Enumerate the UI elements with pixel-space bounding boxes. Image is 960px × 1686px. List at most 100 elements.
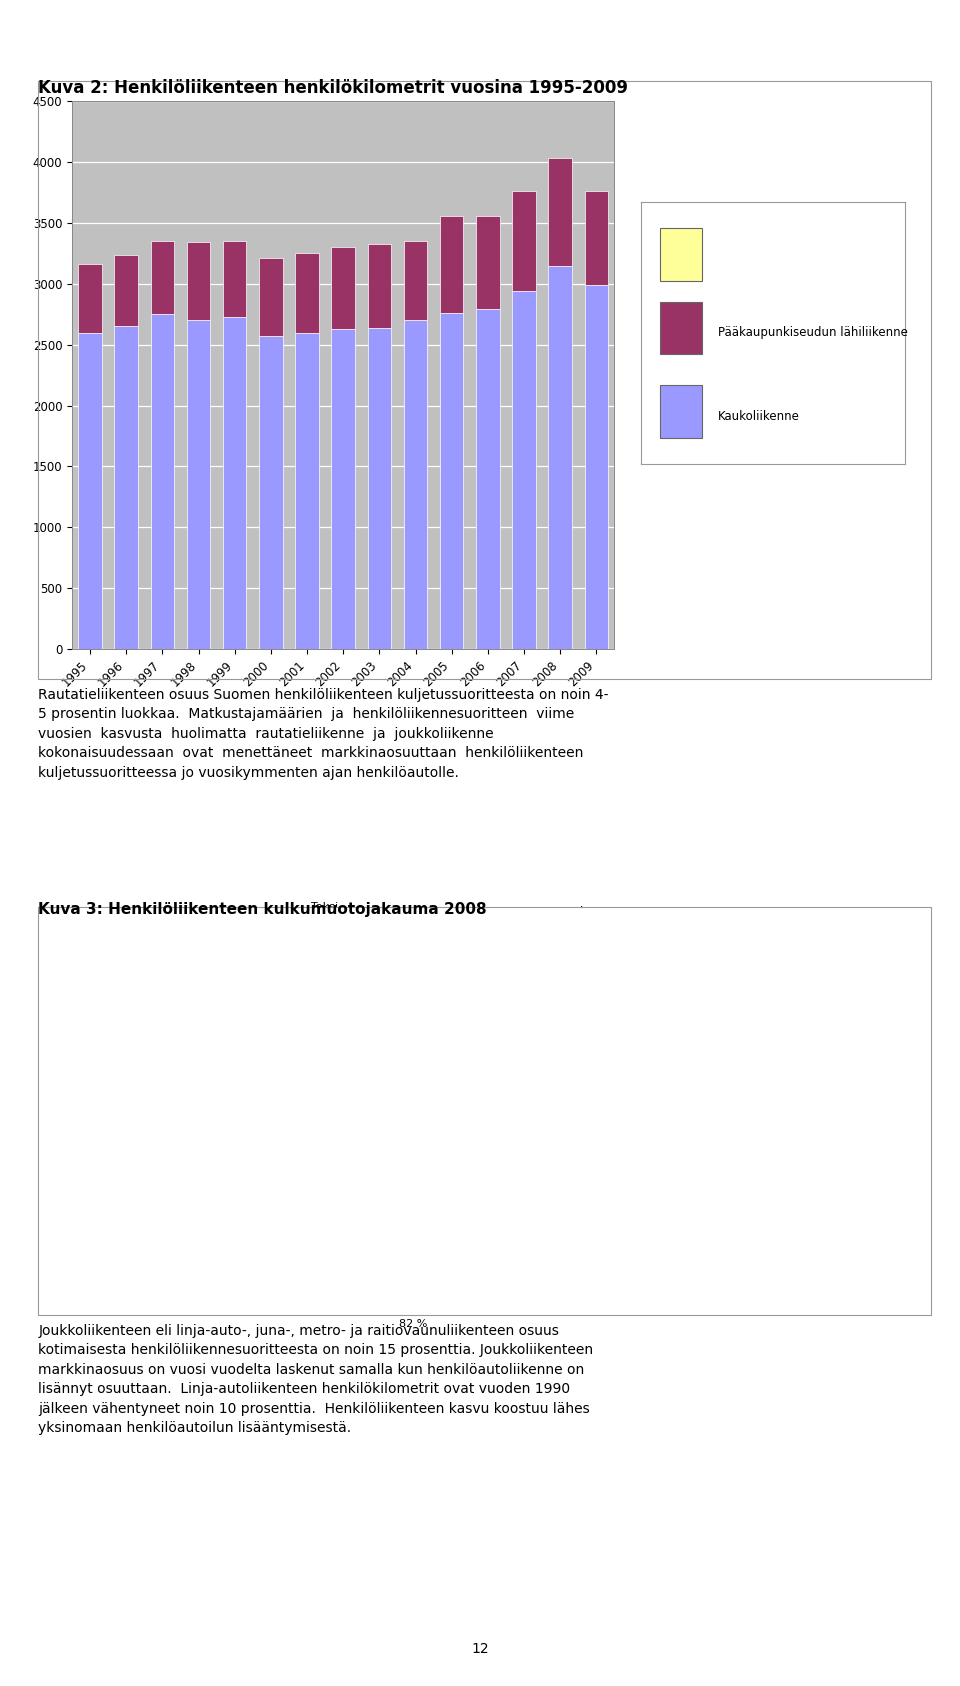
Bar [368, 244, 391, 327]
Polygon shape [331, 1234, 332, 1263]
Bar [259, 336, 282, 649]
Polygon shape [292, 1227, 293, 1256]
Polygon shape [654, 1165, 657, 1199]
Polygon shape [183, 1143, 414, 1187]
Bar [404, 320, 427, 649]
Polygon shape [206, 1143, 414, 1207]
Polygon shape [300, 1229, 301, 1258]
Polygon shape [323, 1232, 324, 1261]
Polygon shape [298, 1229, 299, 1258]
Polygon shape [661, 1152, 662, 1184]
Bar [660, 384, 702, 437]
Polygon shape [558, 1219, 568, 1251]
Bar [187, 243, 210, 320]
Polygon shape [345, 1236, 346, 1264]
Polygon shape [657, 1160, 660, 1194]
Polygon shape [339, 1236, 340, 1264]
Bar [187, 320, 210, 649]
Polygon shape [334, 1234, 335, 1263]
Polygon shape [297, 1229, 298, 1258]
Polygon shape [350, 1236, 351, 1264]
Polygon shape [190, 1143, 414, 1197]
Polygon shape [333, 1234, 334, 1263]
Bar [476, 309, 499, 649]
Bar [513, 290, 536, 649]
Text: Lento
1 %: Lento 1 % [238, 1150, 873, 1170]
Polygon shape [328, 1234, 329, 1263]
Polygon shape [294, 1227, 295, 1256]
Polygon shape [348, 1236, 349, 1264]
Text: Laiva
0 %: Laiva 0 % [235, 1039, 853, 1162]
Bar [296, 253, 319, 332]
Polygon shape [386, 1239, 398, 1268]
Polygon shape [226, 1143, 414, 1222]
Polygon shape [303, 1229, 304, 1258]
Polygon shape [568, 1216, 578, 1248]
Polygon shape [588, 1209, 597, 1241]
Polygon shape [351, 1236, 352, 1264]
Text: Rautatieliikenteen osuus Suomen henkilöliikenteen kuljetussuoritteesta on noin 4: Rautatieliikenteen osuus Suomen henkilöl… [38, 688, 609, 781]
Polygon shape [321, 1232, 322, 1261]
Polygon shape [476, 1236, 489, 1264]
Polygon shape [169, 1163, 172, 1197]
Bar [151, 314, 174, 649]
Bar [404, 241, 427, 320]
Polygon shape [349, 1236, 350, 1264]
Polygon shape [320, 1232, 321, 1261]
Bar [476, 216, 499, 309]
Polygon shape [547, 1222, 558, 1253]
Polygon shape [365, 1238, 367, 1266]
Polygon shape [290, 1227, 291, 1256]
Polygon shape [342, 1236, 343, 1264]
Polygon shape [308, 1231, 309, 1259]
Bar [513, 191, 536, 290]
Polygon shape [356, 1238, 358, 1266]
Bar [259, 258, 282, 336]
Polygon shape [424, 1239, 438, 1268]
Polygon shape [364, 1238, 365, 1266]
Text: L-auto
7 %: L-auto 7 % [347, 1093, 859, 1211]
Bar [114, 327, 138, 649]
Polygon shape [347, 1236, 348, 1264]
Text: Kuva 2: Henkilöliikenteen henkilökilometrit vuosina 1995-2009: Kuva 2: Henkilöliikenteen henkilökilomet… [38, 79, 629, 98]
Text: M-pyörä/mopo
1 %: M-pyörä/mopo 1 % [195, 926, 276, 1167]
Polygon shape [371, 1238, 372, 1266]
Bar [585, 285, 608, 649]
Text: Kaukoliikenne: Kaukoliikenne [718, 410, 800, 423]
Polygon shape [313, 1231, 314, 1259]
Polygon shape [165, 1153, 166, 1187]
Polygon shape [299, 1229, 300, 1258]
Text: Metro/Raitio
2 %: Metro/Raitio 2 % [267, 934, 749, 1187]
Polygon shape [398, 1239, 412, 1268]
Polygon shape [272, 1143, 414, 1238]
Polygon shape [463, 1236, 476, 1266]
Bar [548, 265, 572, 649]
Polygon shape [367, 1238, 368, 1266]
Polygon shape [318, 1232, 319, 1261]
Polygon shape [343, 1236, 344, 1264]
Polygon shape [450, 1238, 463, 1268]
Bar [585, 191, 608, 285]
Polygon shape [597, 1205, 605, 1238]
Bar [440, 216, 464, 314]
Polygon shape [370, 1238, 371, 1266]
Polygon shape [296, 1229, 297, 1258]
Bar [660, 302, 702, 354]
Polygon shape [341, 1236, 342, 1264]
Polygon shape [173, 1143, 414, 1175]
Polygon shape [322, 1232, 323, 1261]
Bar [151, 241, 174, 314]
Polygon shape [605, 1200, 613, 1234]
Polygon shape [302, 1229, 303, 1258]
Polygon shape [635, 1184, 640, 1217]
Polygon shape [340, 1236, 341, 1264]
Polygon shape [412, 1239, 424, 1268]
Polygon shape [301, 1229, 302, 1258]
Polygon shape [332, 1234, 333, 1263]
Polygon shape [312, 1231, 313, 1259]
Polygon shape [316, 1232, 317, 1261]
Bar [223, 241, 247, 317]
Polygon shape [359, 1238, 360, 1266]
Bar [296, 332, 319, 649]
Bar [368, 327, 391, 649]
